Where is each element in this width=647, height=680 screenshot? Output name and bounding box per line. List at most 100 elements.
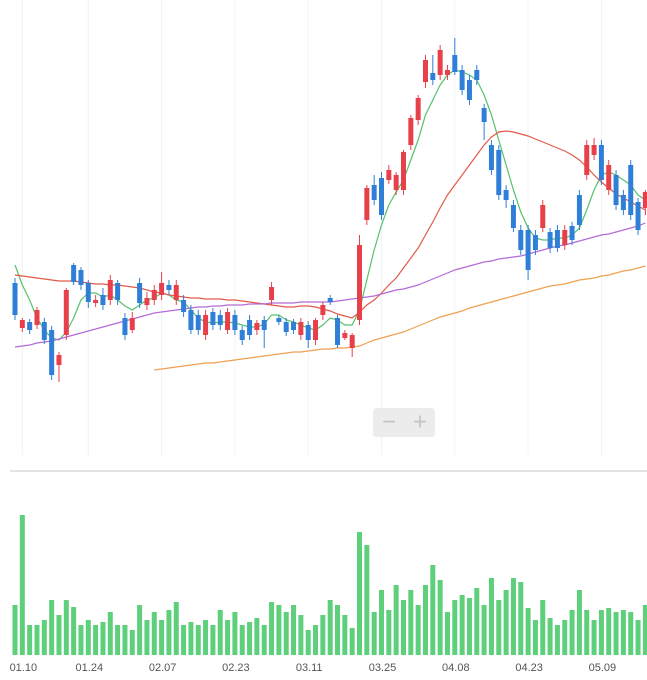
volume-bar <box>466 598 472 655</box>
volume-bar <box>115 625 121 655</box>
candle-body <box>430 73 436 80</box>
volume-bar <box>452 600 458 655</box>
volume-bar <box>525 608 531 655</box>
volume-bar <box>93 625 99 655</box>
candle-body <box>232 315 238 330</box>
x-axis: 01.10 01.24 02.07 02.23 03.11 03.25 04.08 04.23… <box>10 662 617 674</box>
candle-body <box>400 152 406 190</box>
volume-bar <box>225 620 231 655</box>
candle-body <box>518 230 524 250</box>
zoom-in-icon[interactable]: + <box>413 408 427 435</box>
candle-body <box>305 325 311 340</box>
volume-bar <box>364 545 370 655</box>
candle-body <box>327 298 333 302</box>
candle-body <box>408 118 414 145</box>
volume-bar <box>349 628 355 655</box>
candle-body <box>210 312 216 325</box>
grid <box>21 0 602 455</box>
volume-bar <box>408 590 414 655</box>
volume-bar <box>188 622 194 655</box>
x-tick-label: 02.07 <box>149 662 177 674</box>
candle-body <box>144 298 150 305</box>
volume-bar <box>430 565 436 655</box>
volume-bar <box>591 620 597 655</box>
volume-bar <box>181 625 187 655</box>
candle-body <box>532 235 538 250</box>
volume-bar <box>562 620 568 655</box>
volume-bar <box>444 612 450 655</box>
candle-body <box>129 318 135 330</box>
candle-body <box>63 290 69 335</box>
candle-body <box>313 320 319 340</box>
volume-bar <box>620 610 626 655</box>
zoom-out-area[interactable] <box>374 409 404 436</box>
volume-bar <box>305 630 311 655</box>
moving-average-line <box>14 69 646 341</box>
candle-body <box>393 175 399 190</box>
volume-bar <box>532 620 538 655</box>
zoom-out-icon[interactable]: − <box>382 408 396 435</box>
volume-bar <box>173 602 179 655</box>
volume-bar <box>547 618 553 655</box>
volume-bar <box>598 610 604 655</box>
volume-bar <box>269 602 275 655</box>
volume-bar <box>518 582 524 655</box>
volume-bar <box>584 610 590 655</box>
x-tick-label: 02.23 <box>222 662 250 674</box>
volume-bar <box>12 605 18 655</box>
candle-body <box>261 320 267 330</box>
volume-bar <box>628 612 634 655</box>
volume-bar <box>496 600 502 655</box>
candle-body <box>159 283 165 295</box>
volume-bar <box>232 612 238 655</box>
volume-bar <box>481 605 487 655</box>
volume-bar <box>63 600 69 655</box>
volume-bar <box>320 615 326 655</box>
candle-body <box>488 145 494 170</box>
volume-bar <box>327 600 333 655</box>
zoom-out-button[interactable]: − <box>374 408 404 436</box>
volume-bar <box>335 605 341 655</box>
candle-body <box>554 230 560 248</box>
candle-body <box>357 245 363 320</box>
candles <box>12 38 647 382</box>
candle-body <box>481 108 487 122</box>
volume-bar <box>422 585 428 655</box>
candle-body <box>203 315 209 335</box>
x-tick-label: 03.11 <box>296 662 323 674</box>
volume-bar <box>393 585 399 655</box>
candle-body <box>562 230 568 245</box>
candle-body <box>576 195 582 225</box>
volume-bar <box>488 578 494 655</box>
candle-body <box>166 285 172 290</box>
candle-body <box>41 322 47 340</box>
volume-bar <box>78 625 84 655</box>
volume-bar <box>642 605 647 655</box>
candle-body <box>115 283 121 300</box>
candle-body <box>320 305 326 315</box>
volume-bar <box>474 588 480 655</box>
candle-body <box>628 165 634 215</box>
candle-body <box>254 323 260 330</box>
volume-bar <box>159 620 165 655</box>
volume-bar <box>503 590 509 655</box>
zoom-in-area[interactable] <box>405 409 434 436</box>
candle-body <box>459 70 465 90</box>
volume-bar <box>166 610 172 655</box>
volume-bar <box>217 610 223 655</box>
candle-body <box>107 280 113 300</box>
volume-bar <box>606 608 612 655</box>
volume-bar <box>415 605 421 655</box>
candle-body <box>371 185 377 200</box>
candle-body <box>34 310 40 325</box>
candle-body <box>269 287 275 300</box>
candle-body <box>525 230 531 270</box>
volume-bar <box>379 590 384 655</box>
zoom-in-button[interactable]: + <box>405 408 434 436</box>
candle-body <box>547 232 553 248</box>
candle-body <box>151 290 157 300</box>
volume-bar <box>122 625 128 655</box>
candle-body <box>591 145 597 155</box>
volume-bar <box>247 622 253 655</box>
